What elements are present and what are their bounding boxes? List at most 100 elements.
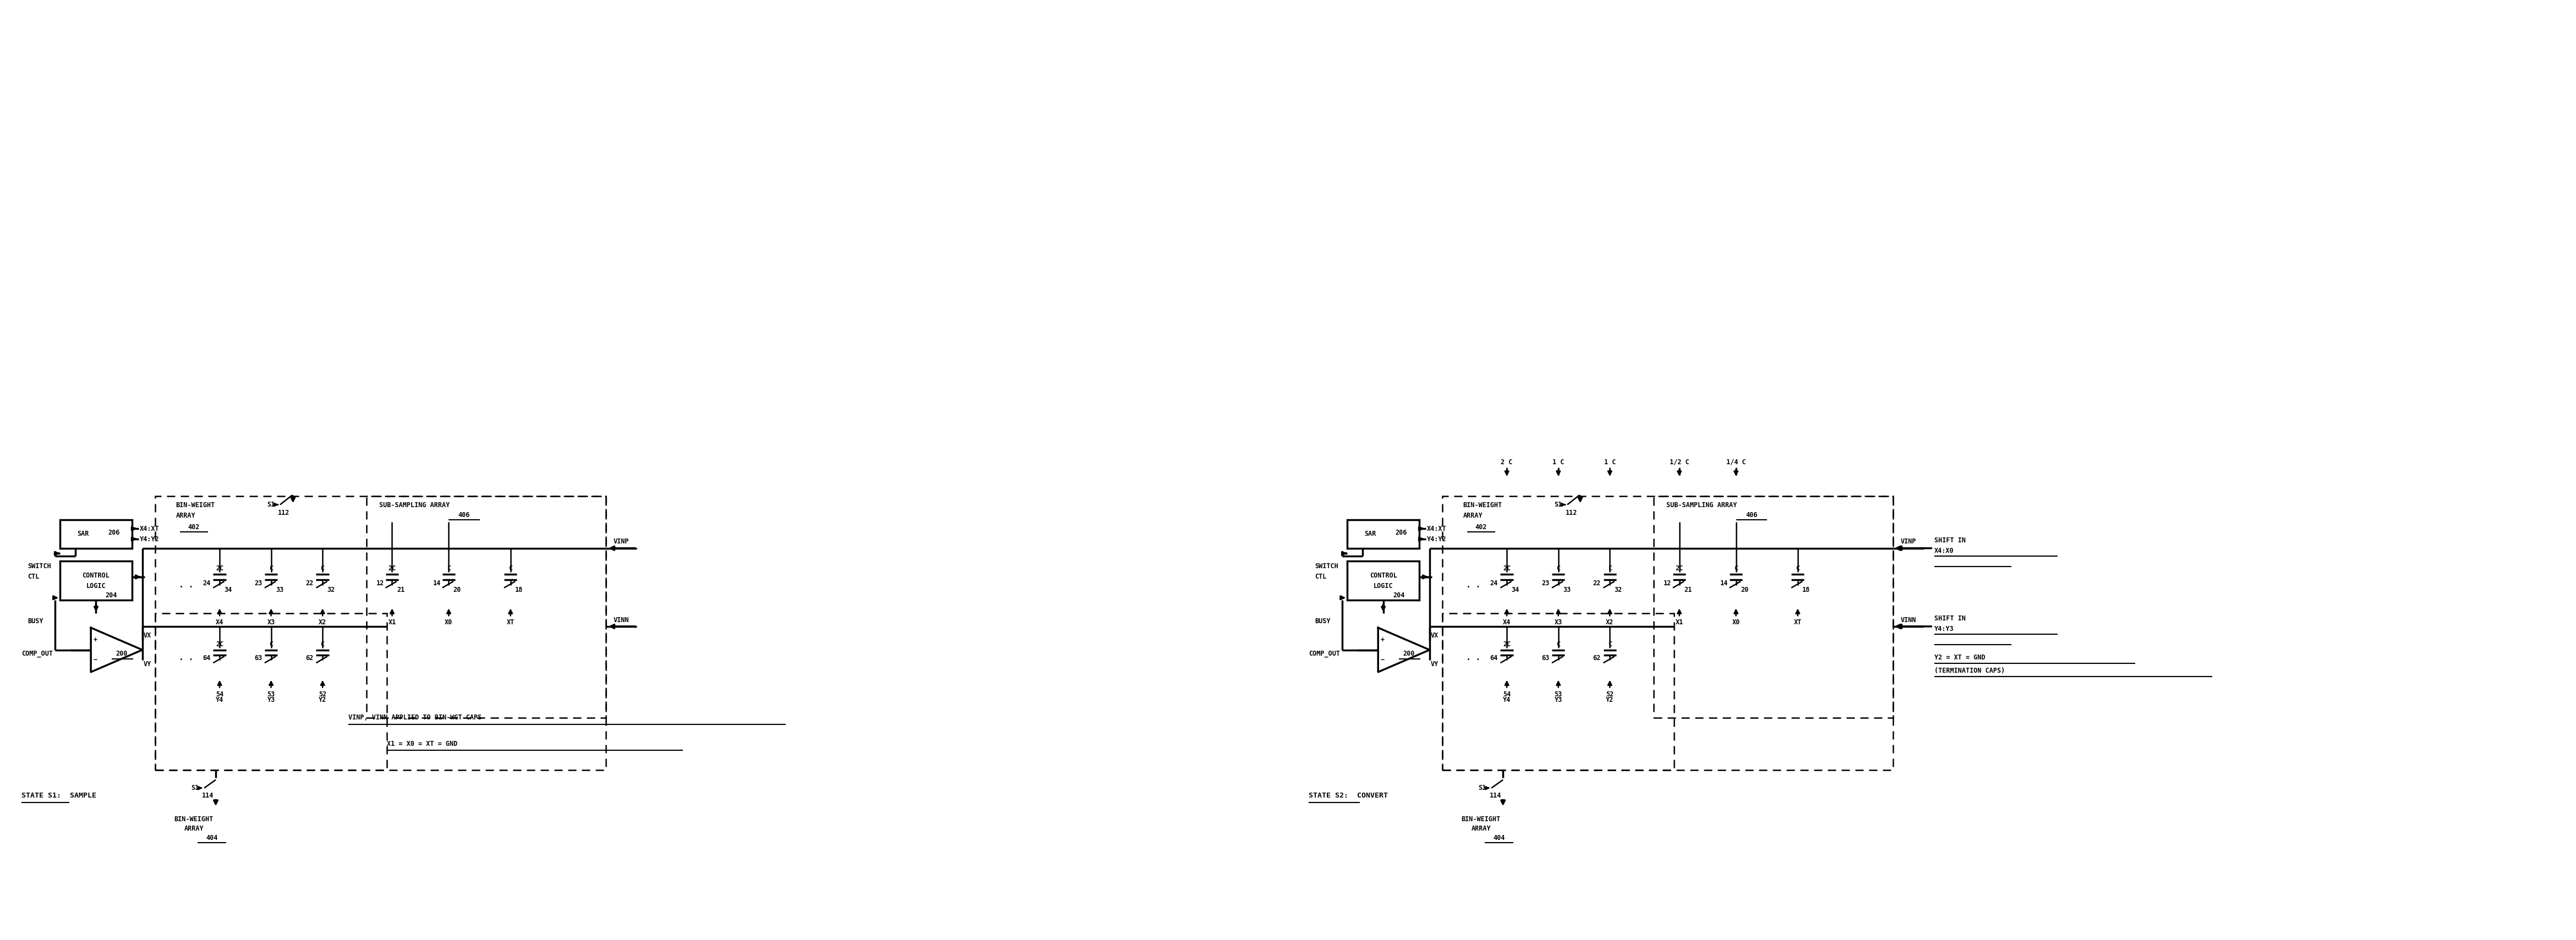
Text: X0: X0	[446, 619, 453, 626]
Text: +: +	[93, 636, 98, 644]
Text: 2C: 2C	[216, 565, 224, 572]
Bar	[59, 520, 131, 548]
Text: C: C	[446, 565, 451, 572]
Text: SUB-SAMPLING ARRAY: SUB-SAMPLING ARRAY	[1667, 502, 1736, 509]
Text: 32: 32	[327, 587, 335, 593]
Text: 204: 204	[1394, 592, 1404, 599]
Text: 12: 12	[1664, 580, 1672, 587]
Bar	[1443, 614, 1674, 770]
Bar	[366, 496, 605, 717]
Text: X2: X2	[319, 619, 327, 626]
Text: 406: 406	[459, 511, 469, 519]
Text: 54: 54	[216, 691, 224, 697]
Text: X2: X2	[1605, 619, 1613, 626]
Text: 22: 22	[307, 580, 314, 587]
Text: 20: 20	[453, 587, 461, 593]
Text: 1 C: 1 C	[1553, 459, 1564, 465]
Text: BUSY: BUSY	[1314, 618, 1332, 625]
Text: 2C: 2C	[389, 565, 397, 572]
Text: X4:XT: X4:XT	[139, 525, 160, 532]
Text: C: C	[319, 640, 325, 648]
Text: 200: 200	[1404, 650, 1414, 657]
Text: 52: 52	[319, 691, 327, 697]
Bar	[1347, 561, 1419, 601]
Text: 53: 53	[1553, 691, 1561, 697]
Text: CONTROL: CONTROL	[1370, 572, 1396, 579]
Text: 402: 402	[188, 524, 201, 531]
Text: . .: . .	[178, 581, 193, 588]
Text: C: C	[268, 565, 273, 572]
Text: X4: X4	[216, 619, 224, 626]
Text: CONTROL: CONTROL	[82, 572, 111, 579]
Text: 21: 21	[1685, 587, 1692, 593]
Text: 112: 112	[278, 509, 291, 517]
Text: 2C: 2C	[216, 640, 224, 648]
Text: BIN-WEIGHT: BIN-WEIGHT	[175, 502, 214, 509]
Text: CTL: CTL	[1314, 573, 1327, 581]
Text: Y2 = XT = GND: Y2 = XT = GND	[1935, 654, 1986, 661]
Text: 54: 54	[1502, 691, 1510, 697]
Text: LOGIC: LOGIC	[1373, 583, 1394, 589]
Text: C: C	[507, 565, 513, 572]
Text: LOGIC: LOGIC	[85, 583, 106, 589]
Text: 404: 404	[1494, 835, 1504, 841]
Text: 114: 114	[1489, 792, 1502, 799]
Text: 14: 14	[1721, 580, 1728, 587]
Text: −: −	[1381, 656, 1386, 664]
Text: −: −	[93, 656, 98, 664]
Text: Y4: Y4	[216, 697, 224, 703]
Text: 18: 18	[515, 587, 523, 593]
Text: 34: 34	[224, 587, 232, 593]
Bar	[155, 614, 386, 770]
Text: VINP: VINP	[613, 538, 629, 545]
Text: SUB-SAMPLING ARRAY: SUB-SAMPLING ARRAY	[379, 502, 451, 509]
Text: 406: 406	[1747, 511, 1757, 519]
Text: 34: 34	[1512, 587, 1520, 593]
Text: ARRAY: ARRAY	[175, 512, 196, 519]
Text: 2 C: 2 C	[1502, 459, 1512, 465]
Text: SWITCH: SWITCH	[28, 563, 52, 570]
Text: C: C	[268, 640, 273, 648]
Text: Y4: Y4	[1502, 697, 1510, 703]
Text: VINN: VINN	[613, 617, 629, 623]
Text: 402: 402	[1476, 524, 1486, 531]
Text: 33: 33	[276, 587, 283, 593]
Text: 204: 204	[106, 592, 118, 599]
Text: VINP: VINP	[1901, 538, 1917, 545]
Text: 64: 64	[204, 654, 211, 662]
Text: 21: 21	[397, 587, 404, 593]
Text: 2C: 2C	[1674, 565, 1682, 572]
Text: 112: 112	[1566, 509, 1577, 517]
Text: SHIFT IN: SHIFT IN	[1935, 537, 1965, 544]
Text: X4: X4	[1502, 619, 1510, 626]
Text: BUSY: BUSY	[28, 618, 44, 625]
Text: 24: 24	[1489, 580, 1497, 587]
Text: 14: 14	[433, 580, 440, 587]
Text: Y4:Y2: Y4:Y2	[1427, 536, 1448, 542]
Text: 2C: 2C	[1502, 565, 1510, 572]
Text: 22: 22	[1592, 580, 1600, 587]
Text: 206: 206	[1396, 529, 1406, 536]
Text: X3: X3	[1553, 619, 1561, 626]
Text: COMP_OUT: COMP_OUT	[1309, 650, 1340, 657]
Bar	[155, 496, 605, 770]
Text: C: C	[1795, 565, 1801, 572]
Text: VY: VY	[1430, 661, 1440, 667]
Text: 2C: 2C	[1502, 640, 1510, 648]
Text: Y3: Y3	[1553, 697, 1561, 703]
Text: 23: 23	[1540, 580, 1548, 587]
Text: 114: 114	[201, 792, 214, 799]
Text: SAR: SAR	[1365, 530, 1376, 538]
Text: C: C	[1734, 565, 1739, 572]
Text: 200: 200	[116, 650, 129, 657]
Text: 63: 63	[1540, 654, 1548, 662]
Text: X4:XT: X4:XT	[1427, 525, 1448, 532]
Text: VY: VY	[144, 661, 152, 667]
Text: 206: 206	[108, 529, 121, 536]
Text: S1: S1	[1553, 501, 1561, 509]
Text: X1 = X0 = XT = GND: X1 = X0 = XT = GND	[386, 740, 459, 747]
Text: S1: S1	[1479, 785, 1486, 791]
Text: XT: XT	[1793, 619, 1801, 626]
Text: ARRAY: ARRAY	[1463, 512, 1484, 519]
Text: . .: . .	[1466, 653, 1481, 662]
